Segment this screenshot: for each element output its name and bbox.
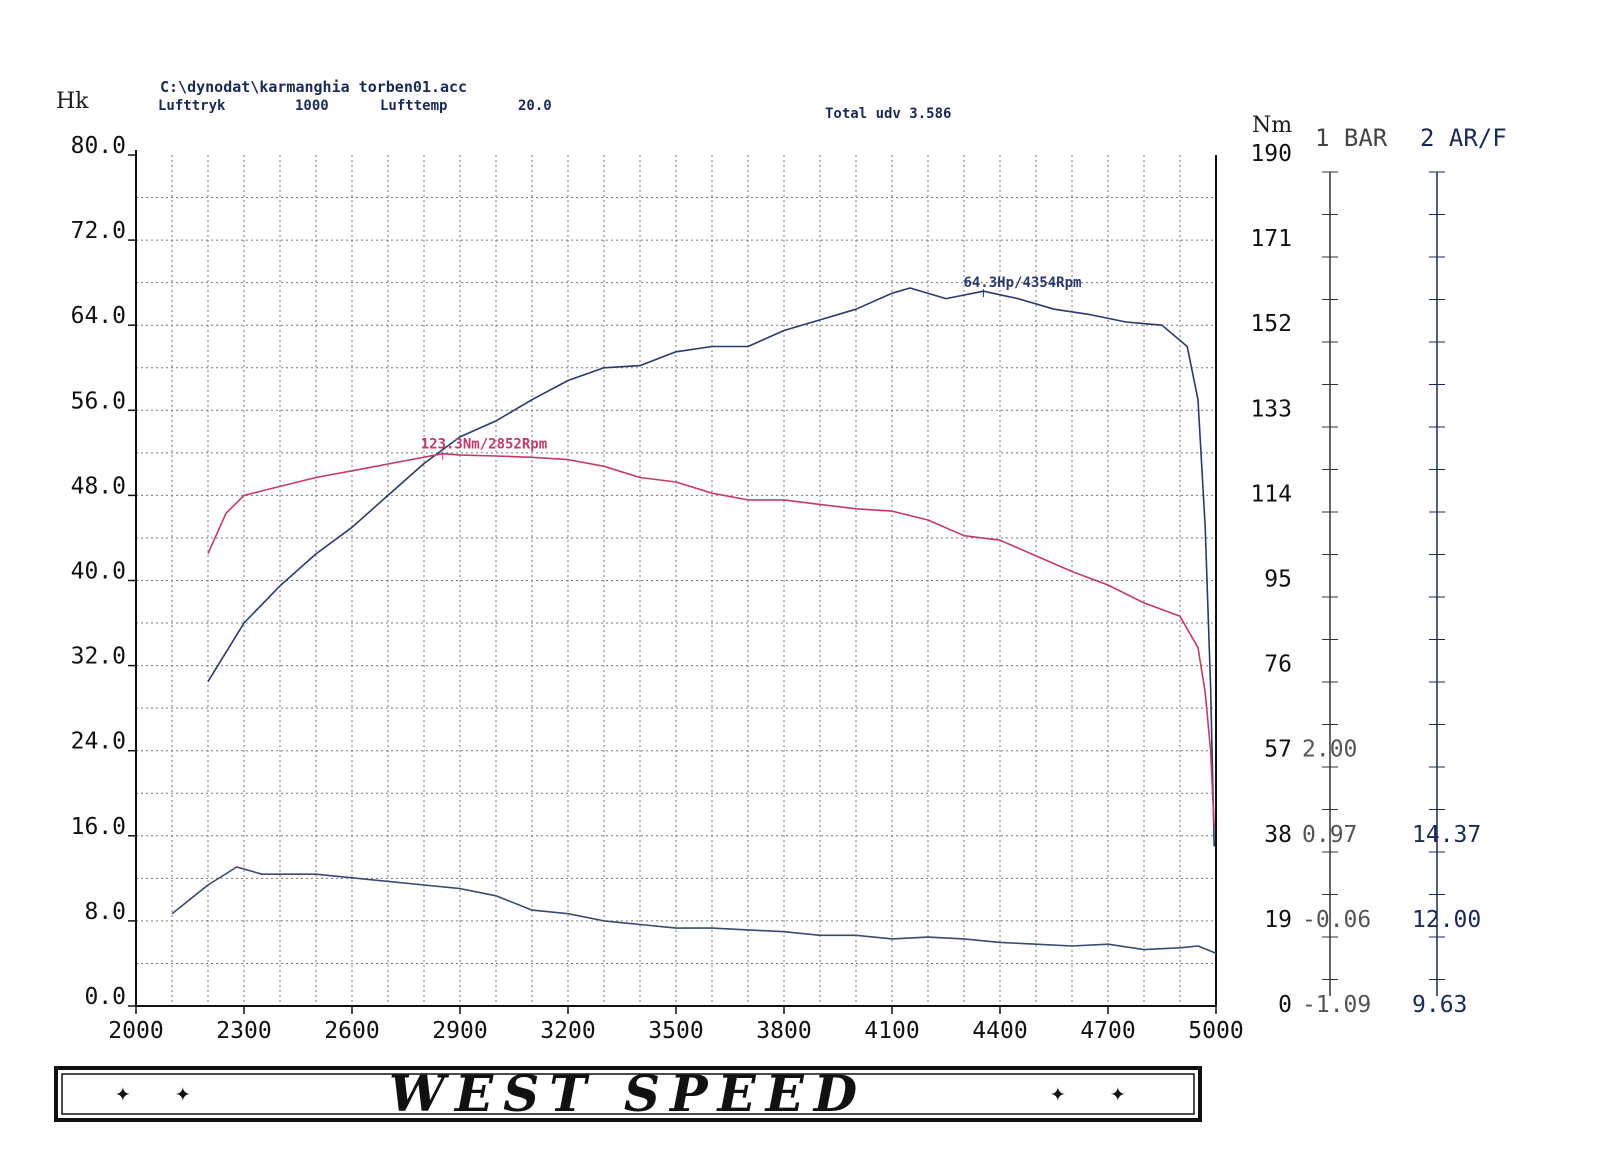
x-tick-label: 3200 — [540, 1018, 595, 1044]
y-left-tick-label: 24.0 — [71, 729, 126, 755]
tick-labels: 2000 2300 2600 2900 3200 3500 3800 4100 4400 4700… — [71, 133, 1292, 1044]
torque-peak-label: 123.3Nm/2852Rpm — [421, 437, 547, 453]
torque-curve — [207, 452, 1215, 827]
bar-tick-label: -0.06 — [1302, 907, 1371, 933]
afr-curve — [171, 866, 1217, 954]
annotations: 64.3Hp/4354Rpm 123.3Nm/2852Rpm — [421, 275, 1081, 460]
afr-tick-label: 9.63 — [1412, 992, 1467, 1018]
y-left-tick-label: 40.0 — [71, 559, 126, 585]
y-left-tick-label: 0.0 — [84, 984, 126, 1010]
y-right-unit: Nm — [1252, 113, 1292, 138]
y-right-tick-label: 0 — [1278, 992, 1292, 1018]
y-right-tick-label: 190 — [1250, 141, 1292, 167]
y-left-tick-label: 56.0 — [71, 388, 126, 414]
logo-star-icon: ✦ — [1050, 1078, 1066, 1108]
lufttryk-value: 1000 — [295, 98, 329, 114]
x-tick-label: 3800 — [756, 1018, 811, 1044]
y-right-tick-label: 152 — [1250, 311, 1292, 337]
lufttryk-label: Lufttryk — [158, 98, 226, 114]
y-right-tick-label: 57 — [1264, 737, 1292, 763]
y-right-tick-label: 76 — [1264, 652, 1292, 678]
x-tick-label: 3500 — [648, 1018, 703, 1044]
x-tick-label: 2600 — [324, 1018, 379, 1044]
x-tick-label: 4400 — [972, 1018, 1027, 1044]
y-right-tick-label: 133 — [1250, 396, 1292, 422]
y-right-tick-label: 171 — [1250, 226, 1292, 252]
y-right-tick-label: 114 — [1250, 481, 1292, 507]
afr-tick-label: 12.00 — [1412, 907, 1481, 933]
y-left-tick-label: 8.0 — [84, 899, 126, 925]
power-curve — [207, 287, 1215, 847]
y-right-tick-label: 95 — [1264, 567, 1292, 593]
x-tick-label: 4700 — [1080, 1018, 1135, 1044]
lufttemp-label: Lufttemp — [380, 98, 447, 114]
y-left-unit: Hk — [56, 89, 89, 114]
y-left-tick-label: 32.0 — [71, 644, 126, 670]
x-tick-label: 4100 — [864, 1018, 919, 1044]
y-left-tick-label: 64.0 — [71, 303, 126, 329]
afr-scale-label: 2 AR/F — [1420, 124, 1507, 152]
y-right-tick-label: 38 — [1264, 822, 1292, 848]
y-left-tick-label: 16.0 — [71, 814, 126, 840]
bar-tick-label: -1.09 — [1302, 992, 1371, 1018]
logo-star-icon: ✦ — [175, 1078, 191, 1108]
lufttemp-value: 20.0 — [518, 98, 552, 114]
bar-scale-label: 1 BAR — [1315, 124, 1388, 152]
y-left-tick-label: 48.0 — [71, 473, 126, 499]
x-tick-label: 2900 — [432, 1018, 487, 1044]
aux-scales: -1.09 -0.06 0.97 2.00 9.63 12.00 14.37 — [1302, 171, 1481, 1018]
x-tick-label: 2000 — [108, 1018, 163, 1044]
y-left-tick-label: 80.0 — [71, 133, 126, 159]
x-tick-label: 5000 — [1188, 1018, 1243, 1044]
logo-star-icon: ✦ — [1110, 1078, 1126, 1108]
grid — [136, 155, 1216, 1006]
west-speed-logo: ✦ ✦ ✦ ✦ WEST SPEED — [54, 1064, 1202, 1123]
bar-tick-label: 0.97 — [1302, 822, 1357, 848]
logo-text: WEST SPEED — [389, 1064, 867, 1123]
series — [171, 287, 1217, 954]
afr-tick-label: 14.37 — [1412, 822, 1481, 848]
bar-tick-label: 2.00 — [1302, 737, 1357, 763]
logo-star-icon: ✦ — [115, 1078, 131, 1108]
x-tick-label: 2300 — [216, 1018, 271, 1044]
power-peak-label: 64.3Hp/4354Rpm — [963, 275, 1081, 291]
file-path: C:\dynodat\karmanghia torben01.acc — [160, 78, 467, 96]
total-udv: Total udv 3.586 — [825, 106, 951, 122]
y-left-tick-label: 72.0 — [71, 218, 126, 244]
y-right-tick-label: 19 — [1264, 907, 1292, 933]
